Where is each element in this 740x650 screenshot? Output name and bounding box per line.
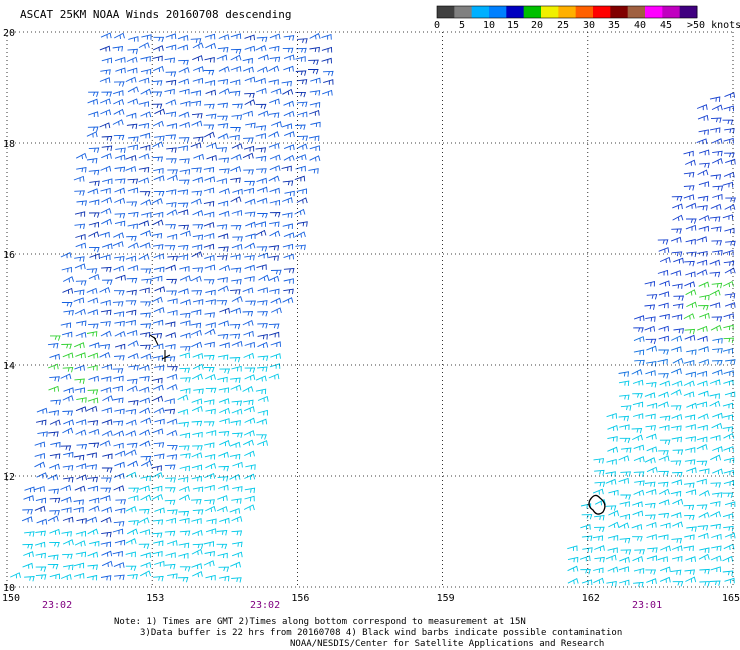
pass-time-label: 23:02 bbox=[250, 600, 280, 611]
legend-label: 45 bbox=[660, 20, 673, 31]
wind-speed-legend bbox=[436, 5, 698, 19]
legend-swatch bbox=[454, 6, 473, 18]
legend-label: 15 bbox=[507, 20, 520, 31]
legend-swatch bbox=[575, 6, 594, 18]
wind-barb-swaths bbox=[10, 32, 736, 588]
contamination-barbs bbox=[149, 334, 171, 362]
legend-swatch bbox=[523, 6, 542, 18]
legend-label: 40 bbox=[634, 20, 647, 31]
legend-swatch bbox=[489, 6, 507, 18]
lat-tick-label: 20 bbox=[3, 28, 15, 39]
legend-label: 5 bbox=[459, 20, 466, 31]
legend-label: 35 bbox=[608, 20, 621, 31]
note-line-2: 3)Data buffer is 22 hrs from 20160708 4)… bbox=[140, 628, 623, 638]
lat-tick-label: 12 bbox=[3, 472, 15, 483]
legend-label: 30 bbox=[583, 20, 596, 31]
legend-label: 10 bbox=[483, 20, 496, 31]
lat-tick-label: 14 bbox=[3, 361, 15, 372]
lon-tick-label: 156 bbox=[291, 593, 309, 604]
note-line-1: Note: 1) Times are GMT 2)Times along bot… bbox=[114, 617, 526, 627]
legend-swatch bbox=[471, 6, 490, 18]
legend-label: 0 bbox=[434, 20, 441, 31]
lon-tick-label: 165 bbox=[722, 593, 740, 604]
lon-tick-label: 150 bbox=[2, 593, 20, 604]
lon-tick-label: 162 bbox=[582, 593, 600, 604]
legend-swatch bbox=[593, 6, 611, 18]
legend-swatch bbox=[627, 6, 646, 18]
legend-swatch bbox=[610, 6, 629, 18]
legend-swatch bbox=[541, 6, 559, 18]
legend-swatch bbox=[679, 6, 698, 18]
legend-swatch bbox=[506, 6, 525, 18]
map-title: ASCAT 25KM NOAA Winds 20160708 descendin… bbox=[20, 8, 292, 21]
lat-tick-label: 18 bbox=[3, 139, 15, 150]
legend-label: 20 bbox=[531, 20, 544, 31]
lat-tick-label: 10 bbox=[3, 583, 15, 594]
lon-tick-label: 159 bbox=[437, 593, 455, 604]
legend-swatch bbox=[437, 6, 455, 18]
lat-lon-grid bbox=[6, 31, 734, 588]
pass-time-label: 23:01 bbox=[632, 600, 662, 611]
legend-label: >50 knots bbox=[687, 20, 740, 31]
legend-swatch bbox=[558, 6, 577, 18]
legend-swatch bbox=[645, 6, 663, 18]
lat-tick-label: 16 bbox=[3, 250, 15, 261]
pass-time-label: 23:02 bbox=[42, 600, 72, 611]
note-line-3: NOAA/NESDIS/Center for Satellite Applica… bbox=[290, 639, 605, 649]
legend-swatch bbox=[662, 6, 681, 18]
legend-label: 25 bbox=[557, 20, 570, 31]
lon-tick-label: 153 bbox=[146, 593, 164, 604]
contamination-contour bbox=[588, 494, 606, 515]
